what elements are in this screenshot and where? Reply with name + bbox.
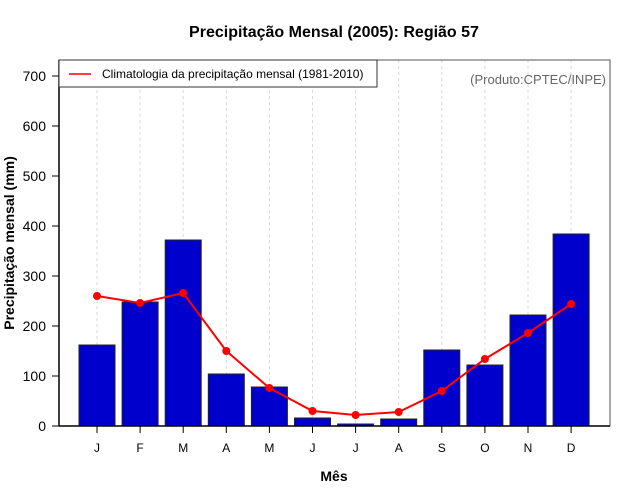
x-tick-label: J <box>94 441 100 455</box>
credit-annotation: (Produto:CPTEC/INPE) <box>470 72 606 87</box>
climatology-point <box>308 407 317 415</box>
x-tick-label: D <box>567 441 576 455</box>
climatology-point <box>265 384 274 392</box>
bar <box>552 233 590 427</box>
y-tick-label: 200 <box>23 318 47 334</box>
bar <box>78 344 116 427</box>
bar <box>294 417 331 427</box>
x-tick-label: J <box>310 441 316 455</box>
climatology-line <box>93 289 576 419</box>
chart-title: Precipitação Mensal (2005): Região 57 <box>189 24 479 41</box>
y-tick-label: 0 <box>38 418 46 434</box>
legend: Climatologia da precipitação mensal (198… <box>58 59 378 88</box>
legend-label: Climatologia da precipitação mensal (198… <box>102 67 363 81</box>
climatology-point <box>524 329 532 337</box>
climatology-point <box>351 411 360 419</box>
bar <box>207 373 245 427</box>
climatology-point <box>222 347 231 355</box>
x-tick-label: M <box>264 441 274 455</box>
bar <box>250 386 288 427</box>
legend-box <box>58 59 378 88</box>
climatology-point <box>179 289 188 297</box>
x-tick-label: F <box>136 441 143 455</box>
y-tick-label: 400 <box>23 218 47 234</box>
x-tick-label: J <box>353 441 359 455</box>
y-tick-label: 500 <box>23 168 47 184</box>
x-tick-label: O <box>480 441 489 455</box>
climatology-point <box>567 300 576 308</box>
climatology-point <box>394 408 403 416</box>
y-tick-label: 700 <box>23 68 47 84</box>
bar <box>466 364 504 427</box>
climatology-point <box>93 292 101 300</box>
climatology-point <box>437 387 446 395</box>
bars <box>78 233 590 427</box>
bar <box>380 418 418 427</box>
y-ticks: 0 100 200 300 400 500 600 700 <box>23 68 59 434</box>
x-tick-label: A <box>222 441 230 455</box>
climatology-point <box>480 355 489 363</box>
x-axis-label: Mês <box>320 468 347 484</box>
y-tick-label: 100 <box>23 368 47 384</box>
y-tick-label: 300 <box>23 268 47 284</box>
x-tick-label: A <box>395 441 403 455</box>
climatology-polyline <box>96 291 572 417</box>
x-tick-label: M <box>178 441 188 455</box>
y-tick-label: 600 <box>23 118 47 134</box>
bar <box>164 239 202 427</box>
x-tick-label: S <box>438 441 446 455</box>
y-axis-label: Precipitação mensal (mm) <box>1 156 17 330</box>
x-tick-label: N <box>524 441 533 455</box>
bar <box>121 301 159 427</box>
climatology-point <box>136 299 145 307</box>
grid <box>96 60 572 426</box>
